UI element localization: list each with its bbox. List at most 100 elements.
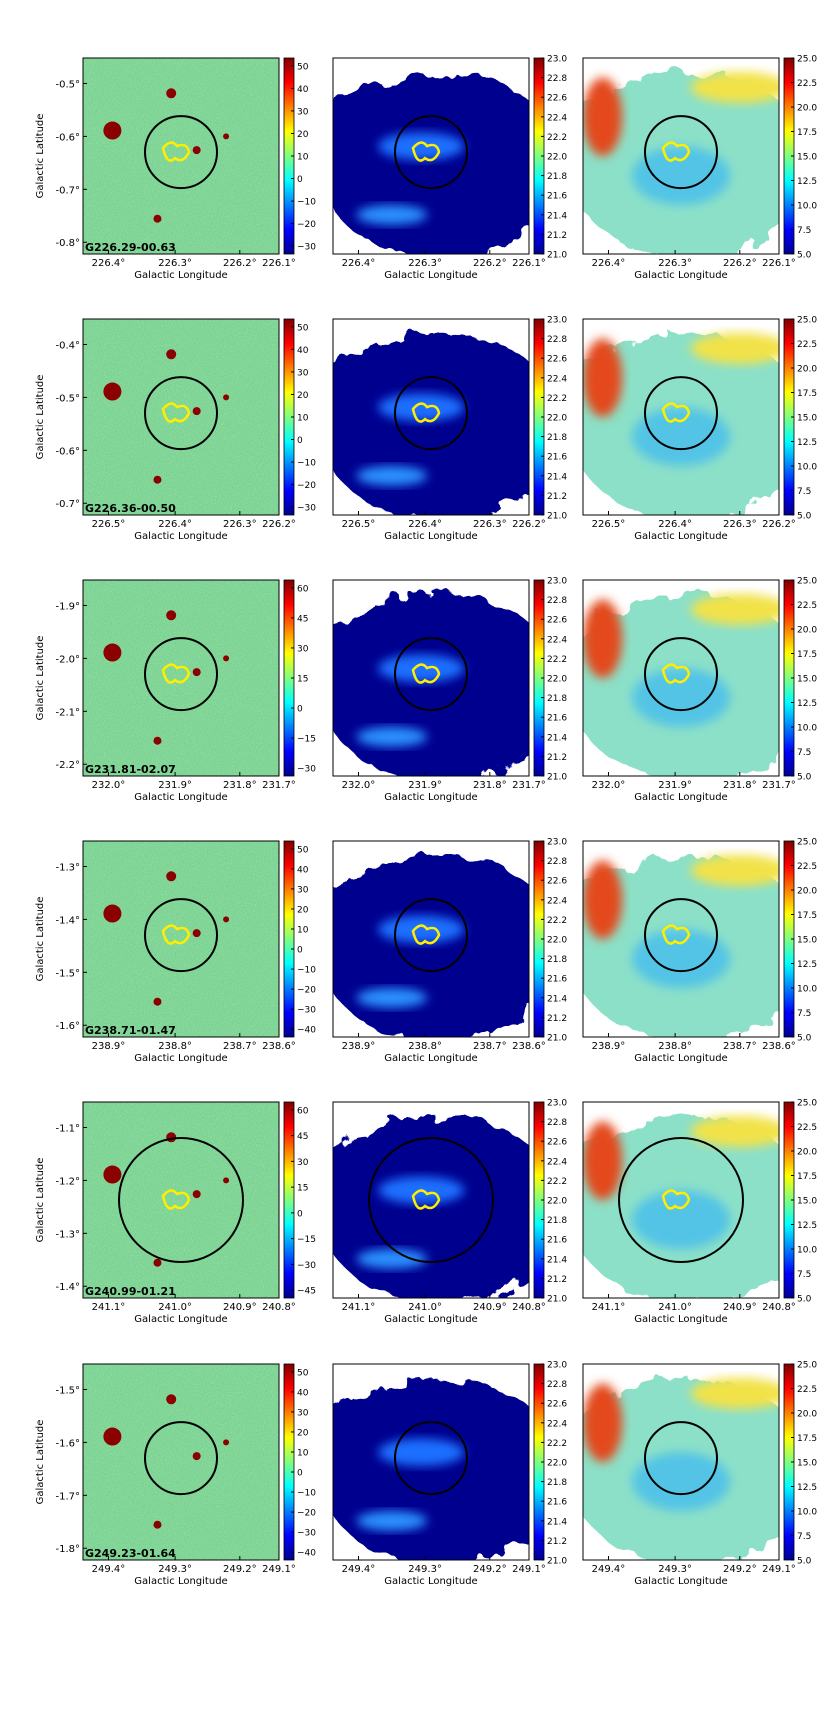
colorbar: [283, 1363, 295, 1561]
x-tick-label: 231.7°: [762, 780, 796, 791]
point-source: [223, 1439, 230, 1446]
y-tick-label: -1.5°: [55, 1385, 80, 1396]
colorbar-tick-label: 21.8: [547, 955, 567, 965]
colorbar-tick-label: 23.0: [547, 316, 567, 326]
y-axis-label: Galactic Latitude: [35, 1158, 46, 1243]
y-tick-label: -1.5°: [55, 968, 80, 979]
y-tick-label: -1.7°: [55, 1491, 80, 1502]
colorbar-tick-label: 21.4: [547, 472, 567, 482]
x-tick-label: 249.2°: [223, 1564, 257, 1575]
map-noise: [83, 58, 279, 254]
colorbar-tick-label: 25.0: [797, 838, 817, 848]
y-tick-label: -0.5°: [55, 79, 80, 90]
colorbar-tick-label: 17.5: [797, 1434, 817, 1444]
point-source: [103, 1165, 122, 1184]
colorbar-tick-label: 40: [297, 1388, 309, 1398]
colorbar-tick-label: 20.0: [797, 1148, 817, 1158]
colorbar-tick-label: 22.0: [547, 675, 567, 685]
colorbar-tick-label: 30: [297, 107, 309, 117]
colorbar-tick-label: 50: [297, 62, 309, 72]
colorbar-tick-label: 22.8: [547, 1380, 567, 1390]
x-axis-label: Galactic Longitude: [384, 531, 477, 542]
density-feature: [356, 988, 428, 1008]
colorbar-tick-label: 15.0: [797, 1197, 817, 1207]
colorbar: [283, 840, 295, 1038]
point-source: [153, 214, 162, 223]
source-name-label: G249.23-01.64: [85, 1547, 176, 1560]
colorbar-tick-label: 22.0: [547, 414, 567, 424]
x-tick-label: 241.0°: [658, 1302, 692, 1313]
aperture-circle: [644, 898, 718, 973]
x-tick-label: 226.3°: [723, 519, 757, 530]
aperture-circle: [144, 637, 218, 712]
plot-frame: [332, 579, 530, 777]
colorbar-tick-label: 22.4: [547, 896, 567, 906]
colorbar-tick-label: 22.0: [547, 1459, 567, 1469]
density-feature: [356, 727, 428, 747]
colorbar-tick-label: 22.4: [547, 1419, 567, 1429]
colorbar-tick-label: 30: [297, 1408, 309, 1418]
panel-4-1: 241.1° 241.0° 240.9° 240.8° Galactic Longitu…: [332, 1099, 567, 1325]
x-tick-label: 240.8°: [762, 1302, 796, 1313]
plot-frame: [82, 57, 280, 255]
colorbar-tick-label: 20.0: [797, 1410, 817, 1420]
x-tick-label: 226.5°: [342, 519, 376, 530]
x-tick-label: 238.9°: [342, 1041, 376, 1052]
temperature-feature: [690, 332, 779, 365]
colorbar-tick-label: −10: [297, 198, 316, 208]
colorbar-tick-label: 30: [297, 885, 309, 895]
map-image: [583, 1102, 779, 1298]
x-tick-label: 249.1°: [762, 1564, 796, 1575]
x-tick-label: 226.1°: [762, 258, 796, 269]
density-feature: [378, 393, 465, 421]
y-tick-label: -2.0°: [55, 654, 80, 665]
colorbar-tick-label: 17.5: [797, 650, 817, 660]
colorbar-tick-label: 15.0: [797, 675, 817, 685]
panel-2-2: 232.0° 231.9° 231.8° 231.7° Galactic Longitu…: [582, 577, 817, 803]
x-tick-label: 249.1°: [262, 1564, 296, 1575]
colorbar-tick-label: −40: [297, 1549, 316, 1559]
point-source: [103, 382, 122, 401]
map-noise: [83, 319, 279, 515]
colorbar-tick-label: 23.0: [547, 577, 567, 587]
colorbar-tick-label: 22.0: [547, 1197, 567, 1207]
map-image: [583, 58, 779, 254]
point-source: [166, 1394, 177, 1405]
plot-frame: [582, 840, 780, 1038]
map-image: [583, 580, 779, 776]
x-tick-label: 226.5°: [592, 519, 626, 530]
colorbar-tick-label: 17.5: [797, 389, 817, 399]
colorbar-tick-label: −45: [297, 1287, 316, 1297]
x-axis-label: Galactic Longitude: [634, 1053, 727, 1064]
colorbar-tick-label: −30: [297, 1006, 316, 1016]
x-tick-label: 238.7°: [223, 1041, 257, 1052]
x-tick-label: 238.8°: [658, 1041, 692, 1052]
plot-frame: [332, 57, 530, 255]
colorbar-tick-label: 21.2: [547, 231, 567, 241]
colorbar-tick-label: 22.5: [797, 1385, 817, 1395]
temperature-feature: [632, 407, 730, 466]
point-source: [153, 997, 162, 1006]
map-image: [333, 841, 529, 1037]
colorbar-tick-label: 22.2: [547, 394, 567, 404]
colorbar-tick-label: −15: [297, 735, 316, 745]
density-feature: [378, 654, 465, 682]
temperature-feature: [632, 929, 730, 988]
colorbar-tick-label: 0: [297, 1209, 303, 1219]
x-axis-label: Galactic Longitude: [134, 792, 227, 803]
colorbar-tick-label: 0: [297, 175, 303, 185]
point-source: [223, 133, 230, 140]
x-tick-label: 226.3°: [473, 519, 507, 530]
y-tick-label: -0.7°: [55, 185, 80, 196]
colorbar-tick-label: 22.4: [547, 635, 567, 645]
point-source: [103, 904, 122, 923]
colorbar-tick-label: 21.8: [547, 433, 567, 443]
x-tick-label: 226.2°: [512, 519, 546, 530]
colorbar-tick-label: 25.0: [797, 577, 817, 587]
colorbar-tick-label: 21.4: [547, 211, 567, 221]
colorbar-tick-label: 10: [297, 925, 309, 935]
aperture-circle: [394, 637, 468, 712]
x-tick-label: 238.6°: [262, 1041, 296, 1052]
panel-0-2: 226.4° 226.3° 226.2° 226.1° Galactic Longitu…: [582, 55, 817, 281]
